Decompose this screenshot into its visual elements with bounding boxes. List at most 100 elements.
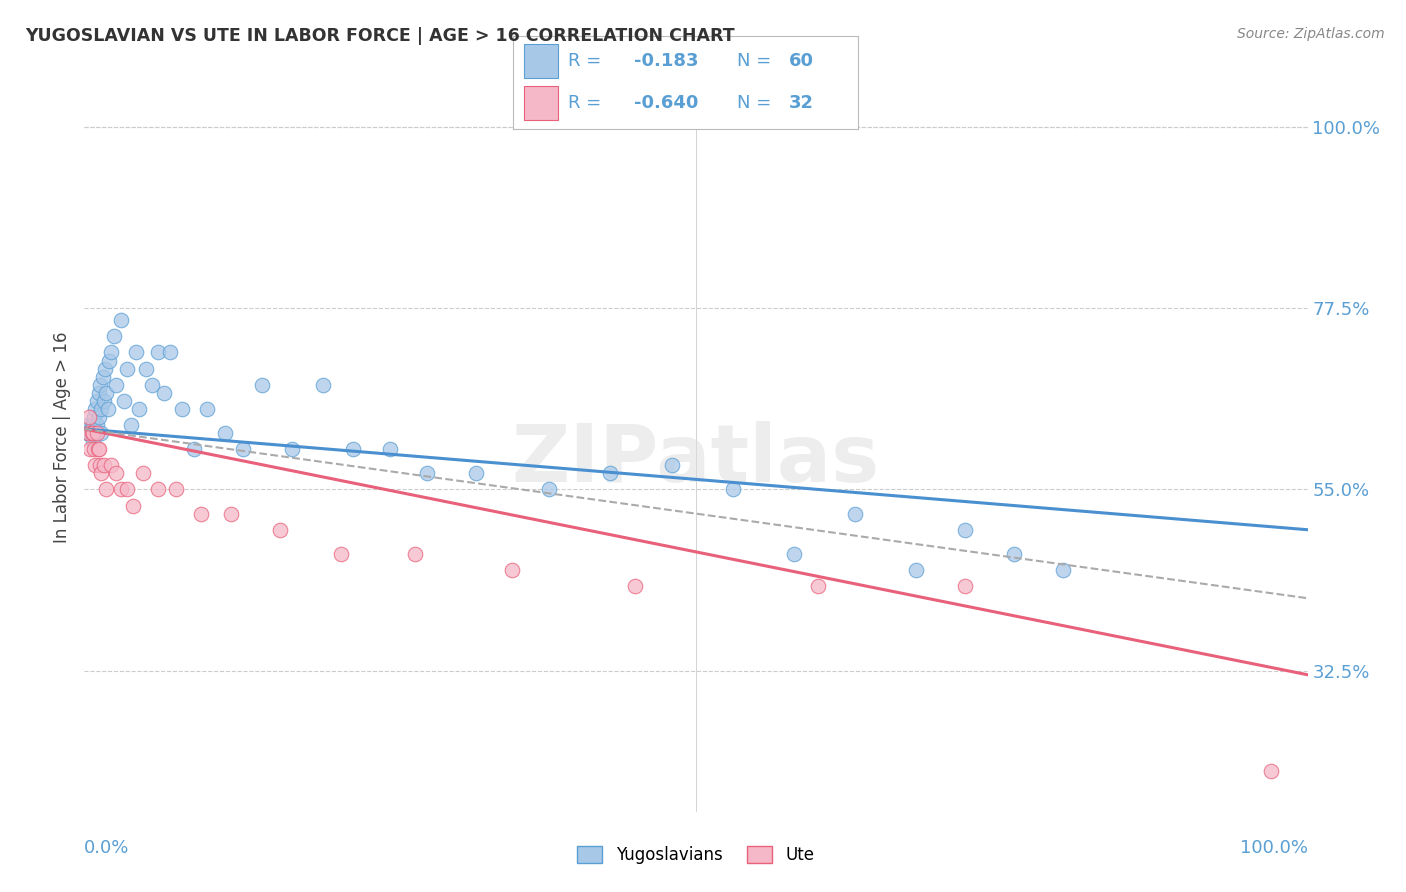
Point	[77, 409, 100, 424]
Point	[312, 377, 335, 392]
Point	[807, 579, 830, 593]
Point	[330, 547, 353, 561]
Point	[83, 425, 105, 440]
Point	[115, 483, 138, 497]
Point	[93, 393, 115, 408]
Point	[122, 499, 145, 513]
Point	[624, 579, 647, 593]
Text: N =: N =	[737, 52, 772, 70]
Point	[844, 507, 866, 521]
Point	[86, 417, 108, 432]
Point	[132, 467, 155, 481]
Point	[183, 442, 205, 457]
Point	[90, 467, 112, 481]
Point	[190, 507, 212, 521]
Point	[87, 385, 110, 400]
Point	[100, 345, 122, 359]
Point	[128, 401, 150, 416]
Point	[96, 385, 118, 400]
Point	[269, 523, 291, 537]
Point	[82, 434, 104, 449]
Point	[416, 467, 439, 481]
Point	[84, 425, 107, 440]
Point	[89, 377, 111, 392]
Point	[232, 442, 254, 457]
Point	[905, 563, 928, 577]
Point	[96, 483, 118, 497]
Point	[110, 483, 132, 497]
Point	[159, 345, 181, 359]
Point	[125, 345, 148, 359]
Text: 32: 32	[789, 95, 814, 112]
Point	[77, 417, 100, 432]
Point	[250, 377, 273, 392]
Text: R =: R =	[568, 95, 602, 112]
Point	[82, 417, 104, 432]
Point	[80, 425, 103, 440]
Point	[80, 417, 103, 432]
Point	[502, 563, 524, 577]
Text: 60: 60	[789, 52, 814, 70]
Point	[195, 401, 218, 416]
Text: 100.0%: 100.0%	[1240, 839, 1308, 857]
Point	[90, 425, 112, 440]
Point	[538, 483, 561, 497]
Text: YUGOSLAVIAN VS UTE IN LABOR FORCE | AGE > 16 CORRELATION CHART: YUGOSLAVIAN VS UTE IN LABOR FORCE | AGE …	[25, 27, 735, 45]
Point	[93, 458, 115, 473]
Point	[599, 467, 621, 481]
Point	[112, 393, 135, 408]
Text: R =: R =	[568, 52, 602, 70]
Point	[135, 361, 157, 376]
Point	[953, 579, 976, 593]
Point	[97, 401, 120, 416]
Point	[90, 401, 112, 416]
Text: 0.0%: 0.0%	[84, 839, 129, 857]
Point	[105, 467, 128, 481]
Point	[97, 353, 120, 368]
Point	[219, 507, 242, 521]
Bar	[523, 44, 558, 78]
Point	[721, 483, 744, 497]
Point	[661, 458, 683, 473]
Point	[89, 458, 111, 473]
Point	[783, 547, 806, 561]
Point	[464, 467, 486, 481]
Point	[342, 442, 364, 457]
Point	[94, 361, 117, 376]
Bar	[523, 87, 558, 120]
Point	[165, 483, 187, 497]
Point	[281, 442, 304, 457]
Point	[146, 483, 169, 497]
Point	[82, 425, 104, 440]
Point	[86, 393, 108, 408]
Point	[84, 401, 107, 416]
Point	[115, 361, 138, 376]
Point	[76, 425, 98, 440]
Point	[91, 369, 114, 384]
Point	[77, 425, 100, 440]
Point	[83, 442, 105, 457]
Point	[953, 523, 976, 537]
Point	[87, 409, 110, 424]
Point	[1002, 547, 1025, 561]
Point	[120, 417, 142, 432]
Point	[83, 409, 105, 424]
Point	[404, 547, 426, 561]
Point	[214, 425, 236, 440]
Point	[87, 442, 110, 457]
Point	[87, 442, 110, 457]
Text: -0.183: -0.183	[634, 52, 699, 70]
Point	[86, 425, 108, 440]
Text: ZIPatlas: ZIPatlas	[512, 420, 880, 499]
Point	[1052, 563, 1074, 577]
Text: N =: N =	[737, 95, 772, 112]
Y-axis label: In Labor Force | Age > 16: In Labor Force | Age > 16	[53, 331, 72, 543]
Point	[1260, 764, 1282, 779]
Point	[105, 377, 128, 392]
Point	[77, 425, 100, 440]
Point	[153, 385, 176, 400]
Text: -0.640: -0.640	[634, 95, 699, 112]
Point	[172, 401, 194, 416]
Point	[100, 458, 122, 473]
Point	[380, 442, 402, 457]
